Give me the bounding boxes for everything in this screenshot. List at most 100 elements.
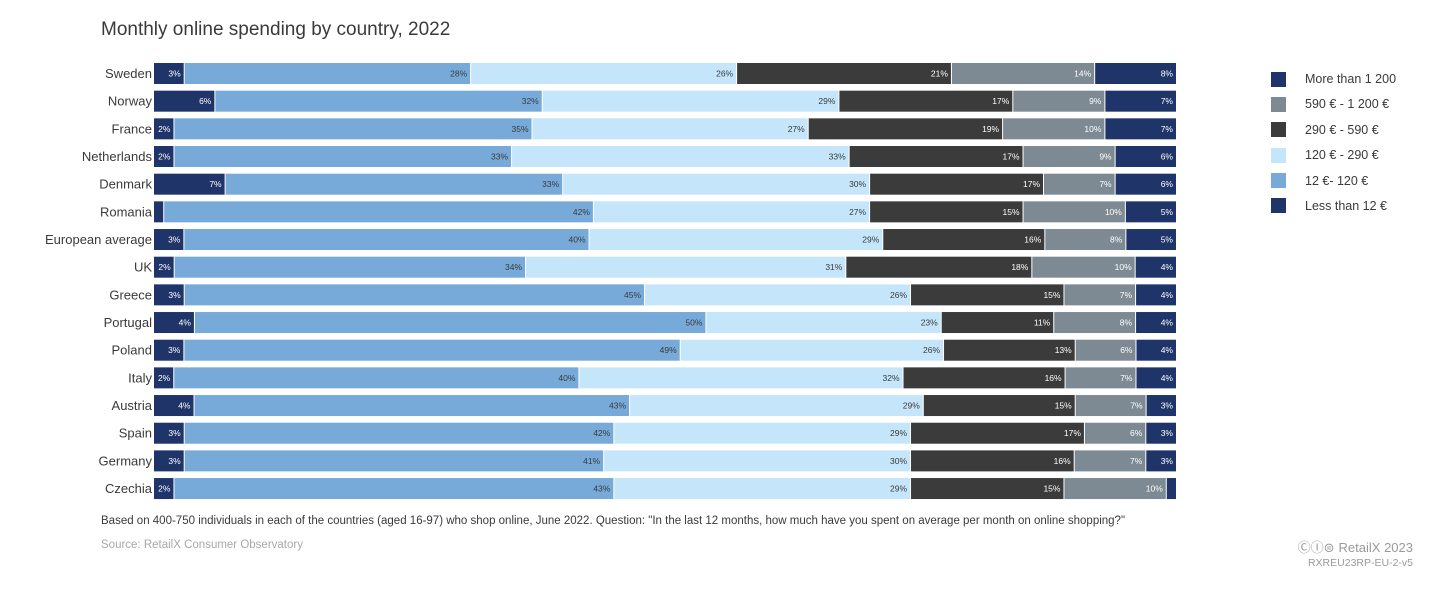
data-label: 10% xyxy=(1146,484,1163,494)
report-code: RXREU23RP-EU-2-v5 xyxy=(1307,557,1413,569)
bar-segment xyxy=(542,90,839,112)
legend-label: Less than 12 € xyxy=(1305,198,1388,213)
bar-segment xyxy=(215,90,542,112)
data-label: 9% xyxy=(1099,152,1112,162)
data-label: 6% xyxy=(1120,345,1133,355)
category-label: Italy xyxy=(128,370,152,385)
data-label: 3% xyxy=(1161,428,1174,438)
bar-segment xyxy=(808,118,1003,140)
bar-segment xyxy=(911,450,1074,472)
data-label: 4% xyxy=(1161,373,1174,383)
legend-label: 590 € - 1 200 € xyxy=(1305,97,1390,112)
category-label: UK xyxy=(134,260,152,275)
data-label: 8% xyxy=(1110,235,1123,245)
bar-segment xyxy=(1003,118,1105,140)
legend-item: 290 € - 590 € xyxy=(1271,122,1396,138)
legend-swatch xyxy=(1271,122,1286,138)
bar-segment xyxy=(174,367,579,389)
bar-segment xyxy=(1136,339,1176,361)
data-label: 11% xyxy=(1034,318,1051,328)
data-label: 17% xyxy=(992,96,1009,106)
data-label: 26% xyxy=(890,290,907,300)
data-label: 7% xyxy=(1130,456,1143,466)
data-label: 6% xyxy=(1161,179,1174,189)
bar-segment xyxy=(1105,118,1176,140)
data-label: 33% xyxy=(491,152,508,162)
bar-segment xyxy=(630,395,923,417)
data-label: 29% xyxy=(903,401,920,411)
bar-segment xyxy=(154,256,174,278)
bar-segment xyxy=(923,395,1075,417)
data-label: 7% xyxy=(1130,401,1143,411)
data-label: 50% xyxy=(685,318,702,328)
bar-segment xyxy=(154,312,194,334)
bar-segment xyxy=(184,450,604,472)
legend-item: 590 € - 1 200 € xyxy=(1271,96,1396,112)
legend-label: 120 € - 290 € xyxy=(1305,148,1379,163)
bar-segment xyxy=(154,63,184,84)
bar-segment xyxy=(154,201,164,223)
data-label: 23% xyxy=(921,318,938,328)
data-label: 15% xyxy=(1043,290,1060,300)
bar-segment xyxy=(1044,173,1115,195)
data-label: 3% xyxy=(1161,401,1174,411)
bar-segment xyxy=(645,284,911,306)
data-label: 28% xyxy=(450,69,467,79)
bar-segment xyxy=(1136,367,1176,389)
bar-segment xyxy=(174,118,532,140)
bar-segment xyxy=(604,450,911,472)
data-label: 41% xyxy=(583,456,600,466)
data-label: 5% xyxy=(1161,207,1174,217)
bar-segment xyxy=(579,367,903,389)
bar-segment xyxy=(154,146,174,168)
data-label: 2% xyxy=(158,373,171,383)
bar-segment xyxy=(1064,478,1166,500)
data-label: 3% xyxy=(168,428,181,438)
source-note: Source: RetailX Consumer Observatory xyxy=(101,539,303,551)
bar-segment xyxy=(911,478,1064,500)
data-label: 10% xyxy=(1084,124,1101,134)
bar-segment xyxy=(614,422,911,444)
bar-segment xyxy=(1105,90,1176,112)
data-label: 2% xyxy=(158,152,171,162)
bar-segment xyxy=(1075,395,1146,417)
bar-segment xyxy=(471,63,737,84)
category-label: Austria xyxy=(112,398,153,413)
legend-label: More than 1 200 xyxy=(1305,72,1397,86)
category-label: Sweden xyxy=(105,66,152,81)
data-label: 4% xyxy=(178,401,191,411)
bar-segment xyxy=(589,229,883,251)
data-label: 6% xyxy=(1161,152,1174,162)
bar-segment xyxy=(225,173,563,195)
legend-label: 12 €- 120 € xyxy=(1305,173,1369,188)
bar-segment xyxy=(1146,450,1176,472)
bar-segment xyxy=(1013,90,1105,112)
bar-segment xyxy=(1032,256,1135,278)
data-label: 6% xyxy=(1130,428,1143,438)
bar-segment xyxy=(1126,229,1176,251)
bar-segment xyxy=(174,256,525,278)
data-label: 2% xyxy=(158,484,171,494)
data-label: 5% xyxy=(1161,235,1174,245)
data-label: 2% xyxy=(158,124,171,134)
data-label: 6% xyxy=(199,96,212,106)
bar-segment xyxy=(194,395,630,417)
data-label: 4% xyxy=(179,318,192,328)
bar-segment xyxy=(737,63,951,84)
category-label: Czechia xyxy=(105,481,153,496)
legend-item: Less than 12 € xyxy=(1271,198,1396,214)
data-label: 13% xyxy=(1055,345,1072,355)
data-label: 32% xyxy=(883,373,900,383)
bar-segment xyxy=(154,284,184,306)
bar-segment xyxy=(911,422,1084,444)
category-label: Germany xyxy=(99,453,153,468)
bar-segment xyxy=(1146,422,1176,444)
legend-swatch xyxy=(1271,71,1286,87)
bar-segment xyxy=(1064,284,1136,306)
data-label: 26% xyxy=(716,69,733,79)
data-label: 29% xyxy=(890,428,907,438)
bar-segment xyxy=(194,312,706,334)
creative-commons-icon: ⒸⒾ⊜ xyxy=(1297,540,1335,555)
bar-segment xyxy=(154,367,174,389)
data-label: 40% xyxy=(569,235,586,245)
